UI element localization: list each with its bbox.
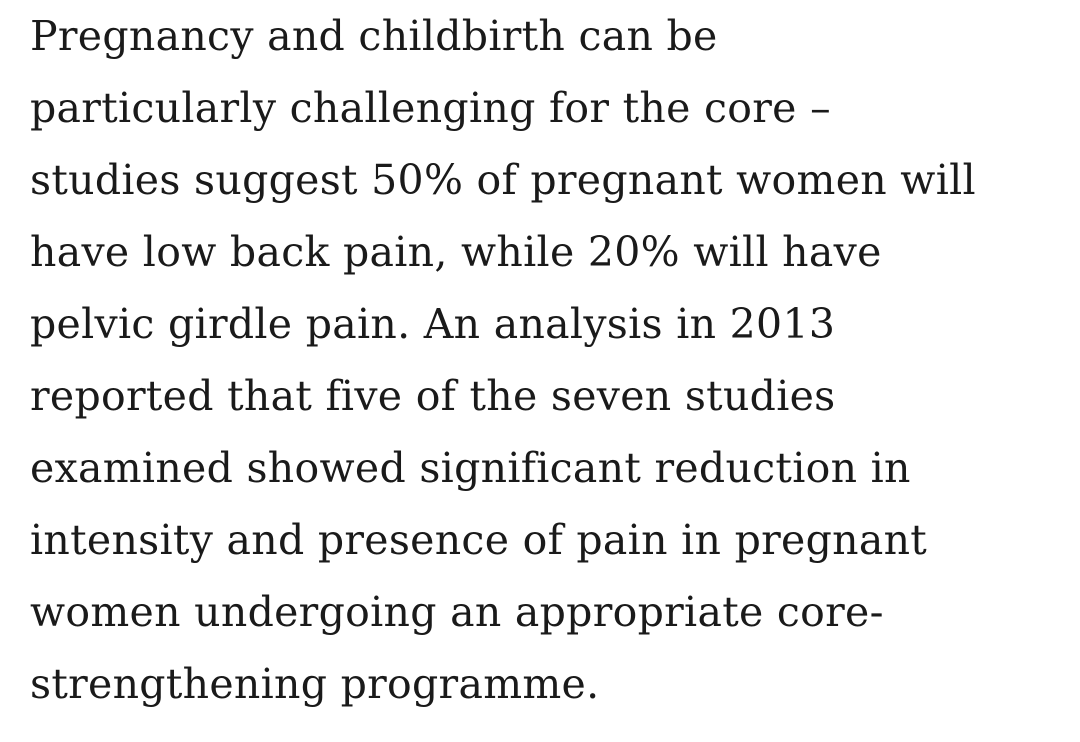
text-line: Pregnancy and childbirth can be <box>30 12 718 60</box>
text-line: reported that five of the seven studies <box>30 372 836 420</box>
text-line: pelvic girdle pain. An analysis in 2013 <box>30 300 836 348</box>
text-line: intensity and presence of pain in pregna… <box>30 516 928 564</box>
text-line: particularly challenging for the core – <box>30 84 831 132</box>
text-line: strengthening programme. <box>30 660 600 708</box>
text-line: examined showed significant reduction in <box>30 444 911 492</box>
text-line: studies suggest 50% of pregnant women wi… <box>30 156 976 204</box>
text-line: women undergoing an appropriate core- <box>30 588 884 636</box>
text-line: have low back pain, while 20% will have <box>30 228 882 276</box>
article-paragraph: Pregnancy and childbirth can be particula… <box>30 0 1070 720</box>
